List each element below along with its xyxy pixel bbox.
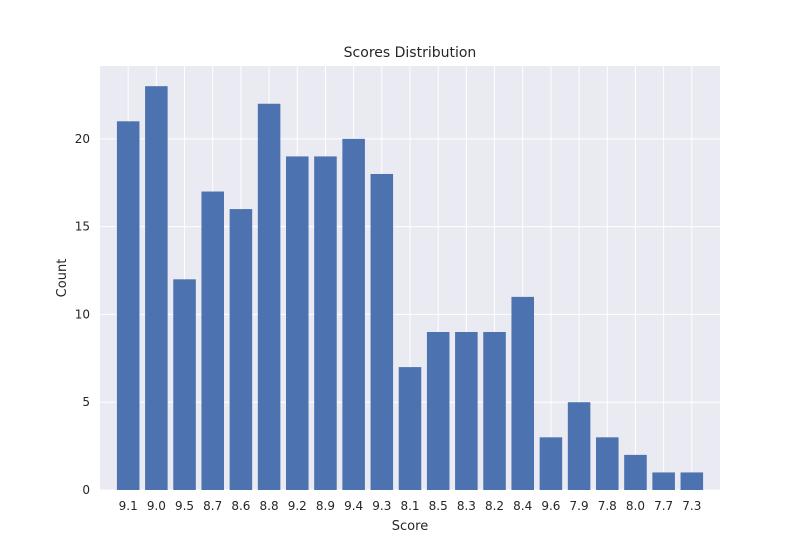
x-tick-label: 7.8 <box>598 499 617 513</box>
x-tick-label: 8.7 <box>203 499 222 513</box>
chart-title: Scores Distribution <box>344 45 477 61</box>
bars <box>116 86 704 491</box>
bar-9.2 <box>286 156 309 490</box>
y-tick-label: 0 <box>82 483 90 497</box>
x-tick-label: 9.6 <box>541 499 560 513</box>
x-tick-label: 7.9 <box>570 499 589 513</box>
x-tick-label: 8.9 <box>316 499 335 513</box>
bar-8.0 <box>624 454 647 490</box>
bar-8.3 <box>455 331 478 490</box>
y-axis-label: Count <box>55 259 70 298</box>
bar-9.5 <box>173 279 196 490</box>
x-tick-label: 8.1 <box>400 499 419 513</box>
bar-9.3 <box>370 173 394 490</box>
y-tick-label: 5 <box>82 395 90 409</box>
bar-8.9 <box>314 156 337 490</box>
bar-7.7 <box>652 472 675 490</box>
bar-8.6 <box>229 209 253 490</box>
bar-8.7 <box>201 191 224 490</box>
y-axis-ticks: 0 5 10 15 20 <box>75 132 90 497</box>
y-tick-label: 20 <box>75 132 90 146</box>
bar-9.0 <box>145 86 168 490</box>
x-tick-label: 8.6 <box>231 499 250 513</box>
bar-9.1 <box>116 121 140 490</box>
x-tick-label: 7.7 <box>654 499 673 513</box>
x-tick-label: 9.1 <box>119 499 138 513</box>
bar-7.8 <box>596 437 619 490</box>
x-tick-label: 9.4 <box>344 499 363 513</box>
bar-9.4 <box>342 138 365 491</box>
x-tick-label: 9.0 <box>147 499 166 513</box>
x-tick-label: 7.3 <box>682 499 701 513</box>
bar-9.6 <box>539 437 563 490</box>
bar-8.1 <box>398 367 422 490</box>
bar-8.4 <box>511 296 534 490</box>
x-tick-label: 8.0 <box>626 499 645 513</box>
x-axis-label: Score <box>392 519 428 534</box>
x-tick-label: 9.3 <box>372 499 391 513</box>
x-tick-label: 9.2 <box>288 499 307 513</box>
bar-8.2 <box>483 331 506 490</box>
y-tick-label: 15 <box>75 220 90 234</box>
x-tick-label: 8.2 <box>485 499 504 513</box>
bar-7.3 <box>680 472 704 490</box>
x-axis-ticks: 9.1 9.0 9.5 8.7 8.6 8.8 9.2 8.9 9.4 9.3 8.1 8.5 8.3 8… <box>119 499 702 513</box>
x-tick-label: 8.4 <box>513 499 532 513</box>
bar-8.8 <box>257 103 281 491</box>
y-tick-label: 10 <box>75 307 90 321</box>
bar-7.9 <box>567 402 591 490</box>
x-tick-label: 8.5 <box>429 499 448 513</box>
bar-8.5 <box>426 331 450 490</box>
x-tick-label: 8.8 <box>260 499 279 513</box>
x-tick-label: 9.5 <box>175 499 194 513</box>
x-tick-label: 8.3 <box>457 499 476 513</box>
